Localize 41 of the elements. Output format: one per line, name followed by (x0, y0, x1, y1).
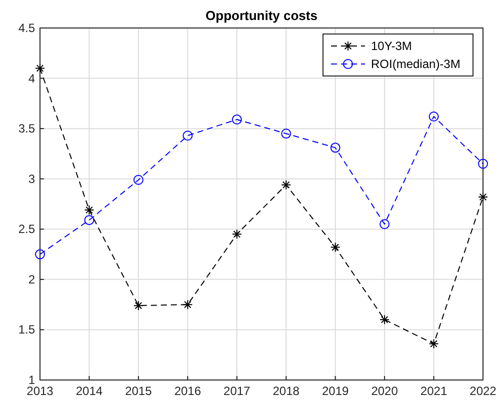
point (232, 114, 242, 125)
point (281, 128, 292, 139)
point (84, 215, 94, 226)
point (84, 205, 94, 216)
point (133, 300, 144, 311)
point (380, 314, 390, 325)
y-tick-label: 1 (28, 373, 36, 387)
point (330, 242, 340, 252)
x-tick-label: 2018 (272, 384, 300, 398)
x-tick-label: 2015 (125, 384, 152, 398)
x-tick-label: 2016 (174, 384, 202, 398)
point (35, 249, 45, 260)
y-tick-label: 2.5 (18, 222, 36, 236)
point (478, 192, 488, 202)
y-tick-label: 4.5 (18, 21, 36, 35)
x-tick-label: 2022 (470, 384, 497, 398)
x-tick-label: 2021 (420, 384, 448, 398)
point (330, 142, 340, 153)
point (232, 229, 242, 240)
point (182, 300, 193, 310)
point (428, 112, 439, 122)
legend-label: ROI(median)-3M (371, 57, 460, 71)
y-tick-label: 3 (28, 172, 36, 186)
point (380, 219, 390, 230)
chart-title: Opportunity costs (206, 8, 318, 23)
y-tick-label: 3.5 (18, 122, 36, 136)
x-tick-label: 2017 (224, 384, 251, 398)
point (478, 158, 488, 169)
legend-label: 10Y-3M (371, 39, 412, 53)
y-tick-label: 1.5 (18, 322, 36, 337)
y-tick-label: 4 (28, 71, 36, 86)
point (182, 130, 193, 141)
point (35, 63, 45, 74)
x-tick-label: 2020 (371, 384, 398, 398)
point (133, 174, 144, 185)
point (281, 180, 292, 190)
x-tick-label: 2014 (76, 384, 103, 398)
y-tick-label: 2 (28, 272, 36, 286)
x-tick-label: 2013 (26, 384, 54, 398)
point (428, 338, 439, 349)
x-tick-label: 2019 (322, 384, 350, 398)
